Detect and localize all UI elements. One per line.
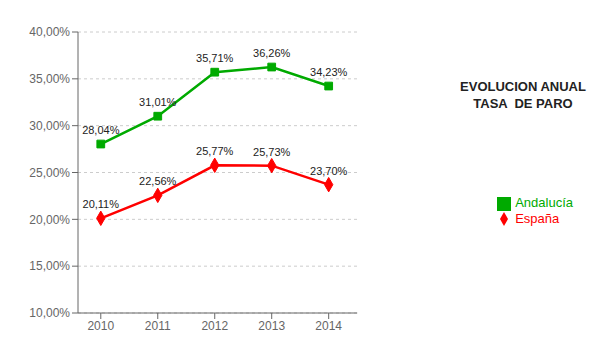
svg-text:40,00%: 40,00% <box>29 25 70 39</box>
svg-text:22,56%: 22,56% <box>139 175 177 187</box>
svg-text:35,71%: 35,71% <box>196 52 234 64</box>
svg-text:23,70%: 23,70% <box>310 165 348 177</box>
svg-text:36,26%: 36,26% <box>253 47 291 59</box>
svg-text:31,01%: 31,01% <box>139 96 177 108</box>
svg-text:28,04%: 28,04% <box>82 124 120 136</box>
html-text:España: España <box>515 210 560 226</box>
svg-text:25,73%: 25,73% <box>253 146 291 158</box>
svg-text:20,11%: 20,11% <box>83 198 120 210</box>
svg-text:20,00%: 20,00% <box>29 213 70 227</box>
svg-text:2011: 2011 <box>145 319 171 333</box>
svg-text:10,00%: 10,00% <box>29 306 70 320</box>
svg-text:2012: 2012 <box>201 319 228 333</box>
svg-text:30,00%: 30,00% <box>29 119 70 133</box>
svg-text:25,77%: 25,77% <box>196 145 234 157</box>
svg-text:2013: 2013 <box>258 319 285 333</box>
svg-text:2010: 2010 <box>87 319 114 333</box>
svg-text:25,00%: 25,00% <box>29 166 70 180</box>
html-text:EVOLUCION ANUAL TASA DE PARO: EVOLUCION ANUAL TASA DE PARO <box>460 79 586 111</box>
html-text:Andalucía: Andalucía <box>515 194 573 210</box>
svg-text:34,23%: 34,23% <box>310 66 348 78</box>
svg-text:35,00%: 35,00% <box>29 72 70 86</box>
svg-text:15,00%: 15,00% <box>29 259 70 273</box>
svg-text:2014: 2014 <box>315 319 342 333</box>
